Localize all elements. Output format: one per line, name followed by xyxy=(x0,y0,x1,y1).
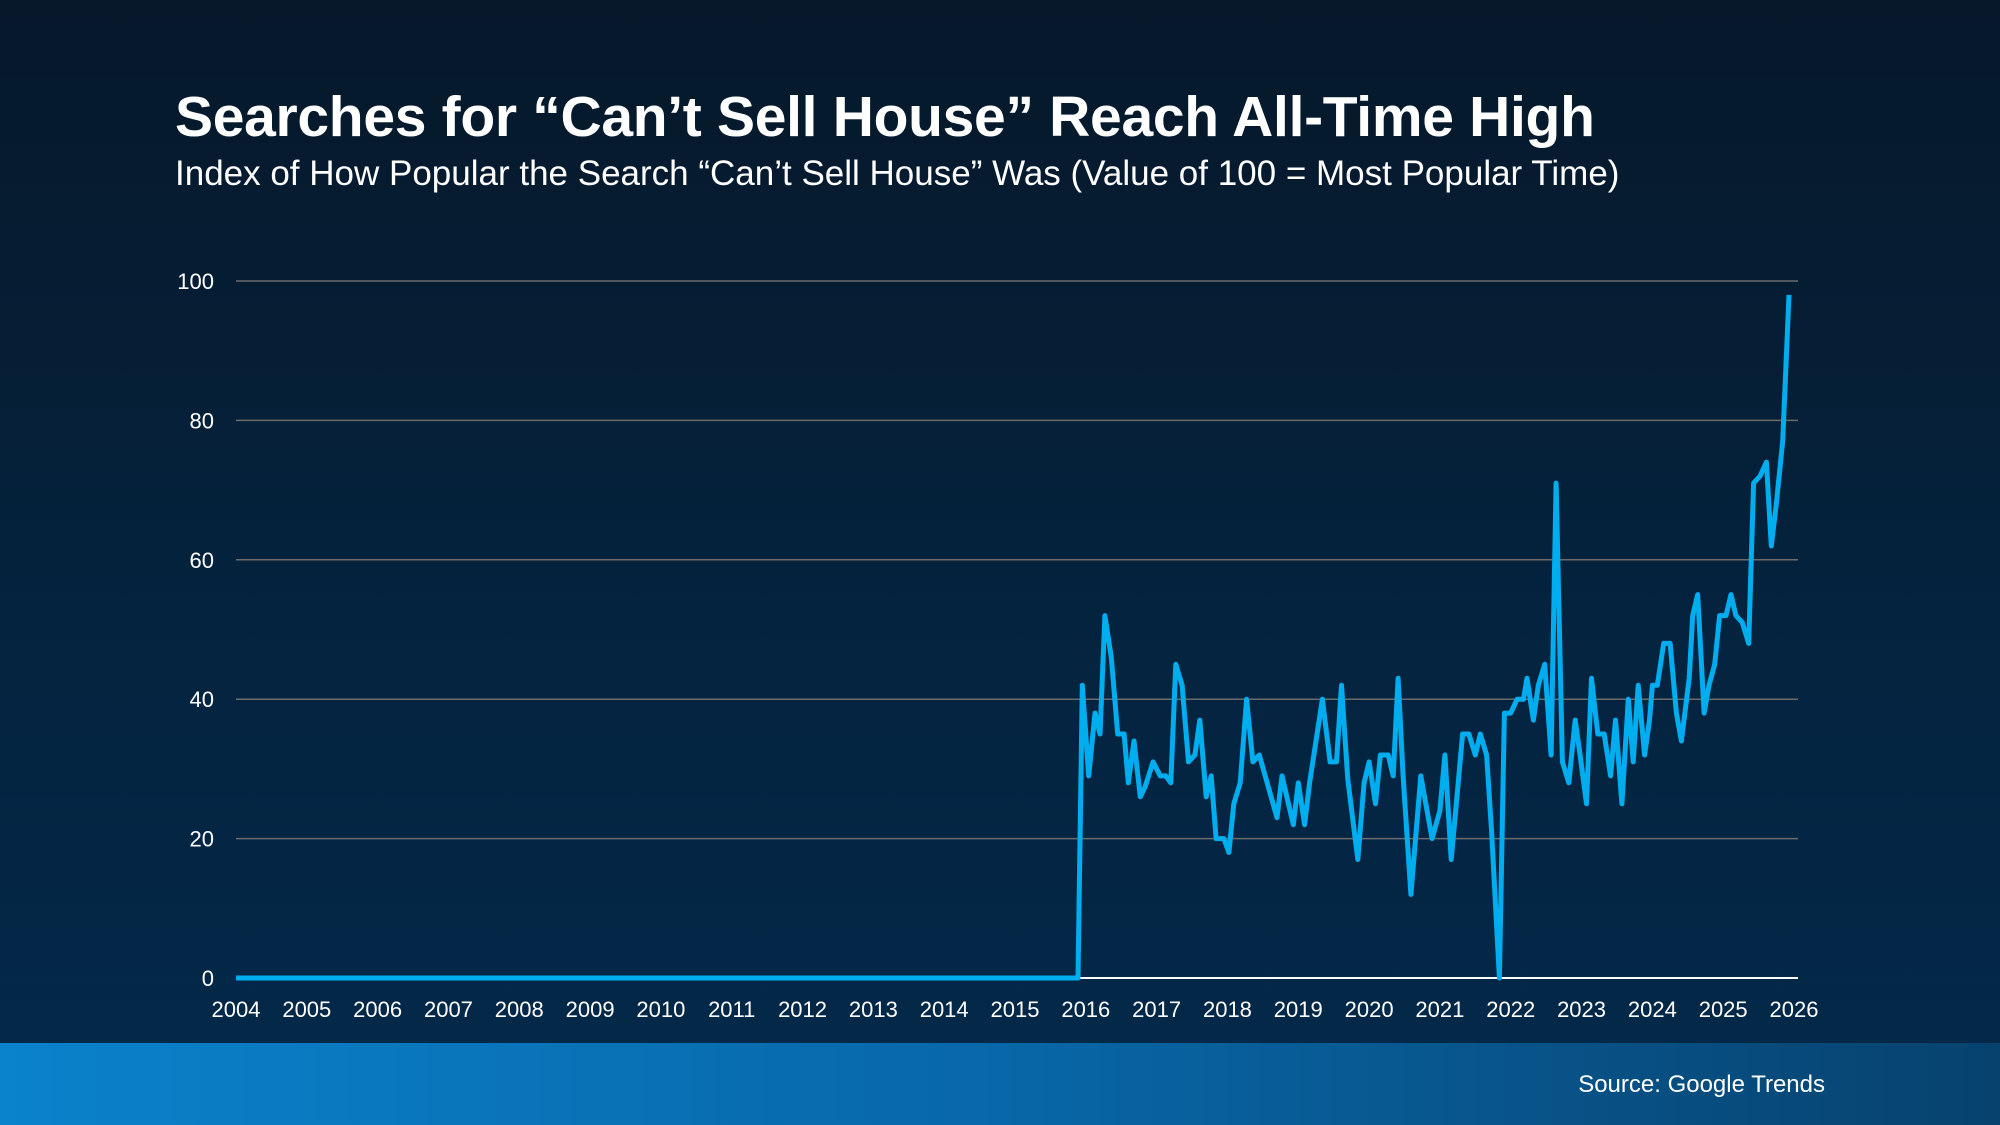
y-tick-label: 0 xyxy=(202,966,214,991)
x-tick-label: 2021 xyxy=(1415,997,1464,1022)
x-tick-label: 2019 xyxy=(1274,997,1323,1022)
x-tick-label: 2023 xyxy=(1557,997,1606,1022)
y-tick-label: 80 xyxy=(190,408,214,433)
chart-title: Searches for “Can’t Sell House” Reach Al… xyxy=(175,85,1595,149)
x-tick-label: 2022 xyxy=(1486,997,1535,1022)
series-line xyxy=(236,294,1792,981)
x-tick-label: 2009 xyxy=(566,997,615,1022)
x-tick-label: 2010 xyxy=(636,997,685,1022)
x-tick-label: 2011 xyxy=(708,997,755,1022)
source-label: Source: Google Trends xyxy=(1578,1071,1825,1098)
x-tick-label: 2013 xyxy=(849,997,898,1022)
x-tick-label: 2020 xyxy=(1345,997,1394,1022)
y-axis-ticks: 0 20 40 60 80 100 xyxy=(177,269,214,991)
y-tick-label: 60 xyxy=(190,548,214,573)
y-tick-label: 40 xyxy=(190,687,214,712)
footer-band: Source: Google Trends xyxy=(0,1043,2000,1125)
x-tick-label: 2017 xyxy=(1132,997,1181,1022)
x-tick-label: 2014 xyxy=(920,997,969,1022)
x-tick-label: 2024 xyxy=(1628,997,1677,1022)
x-tick-label: 2025 xyxy=(1699,997,1748,1022)
x-tick-label: 2008 xyxy=(495,997,544,1022)
x-tick-label: 2012 xyxy=(778,997,827,1022)
data-points xyxy=(235,294,1790,979)
line-chart: 0 20 40 60 80 100 2004 2005 2006 2007 2008 2009 201… xyxy=(177,269,1819,1022)
x-tick-label: 2004 xyxy=(212,997,261,1022)
x-axis-ticks: 2004 2005 2006 2007 2008 2009 2010 2011 2012 2013… xyxy=(212,997,1819,1022)
x-tick-label: 2026 xyxy=(1770,997,1819,1022)
x-tick-label: 2016 xyxy=(1061,997,1110,1022)
y-tick-label: 100 xyxy=(177,269,214,294)
x-tick-label: 2015 xyxy=(991,997,1040,1022)
y-tick-label: 20 xyxy=(190,827,214,852)
x-tick-label: 2007 xyxy=(424,997,473,1022)
x-tick-label: 2018 xyxy=(1203,997,1252,1022)
x-tick-label: 2005 xyxy=(282,997,331,1022)
chart-subtitle: Index of How Popular the Search “Can’t S… xyxy=(175,154,1620,193)
x-tick-label: 2006 xyxy=(353,997,402,1022)
